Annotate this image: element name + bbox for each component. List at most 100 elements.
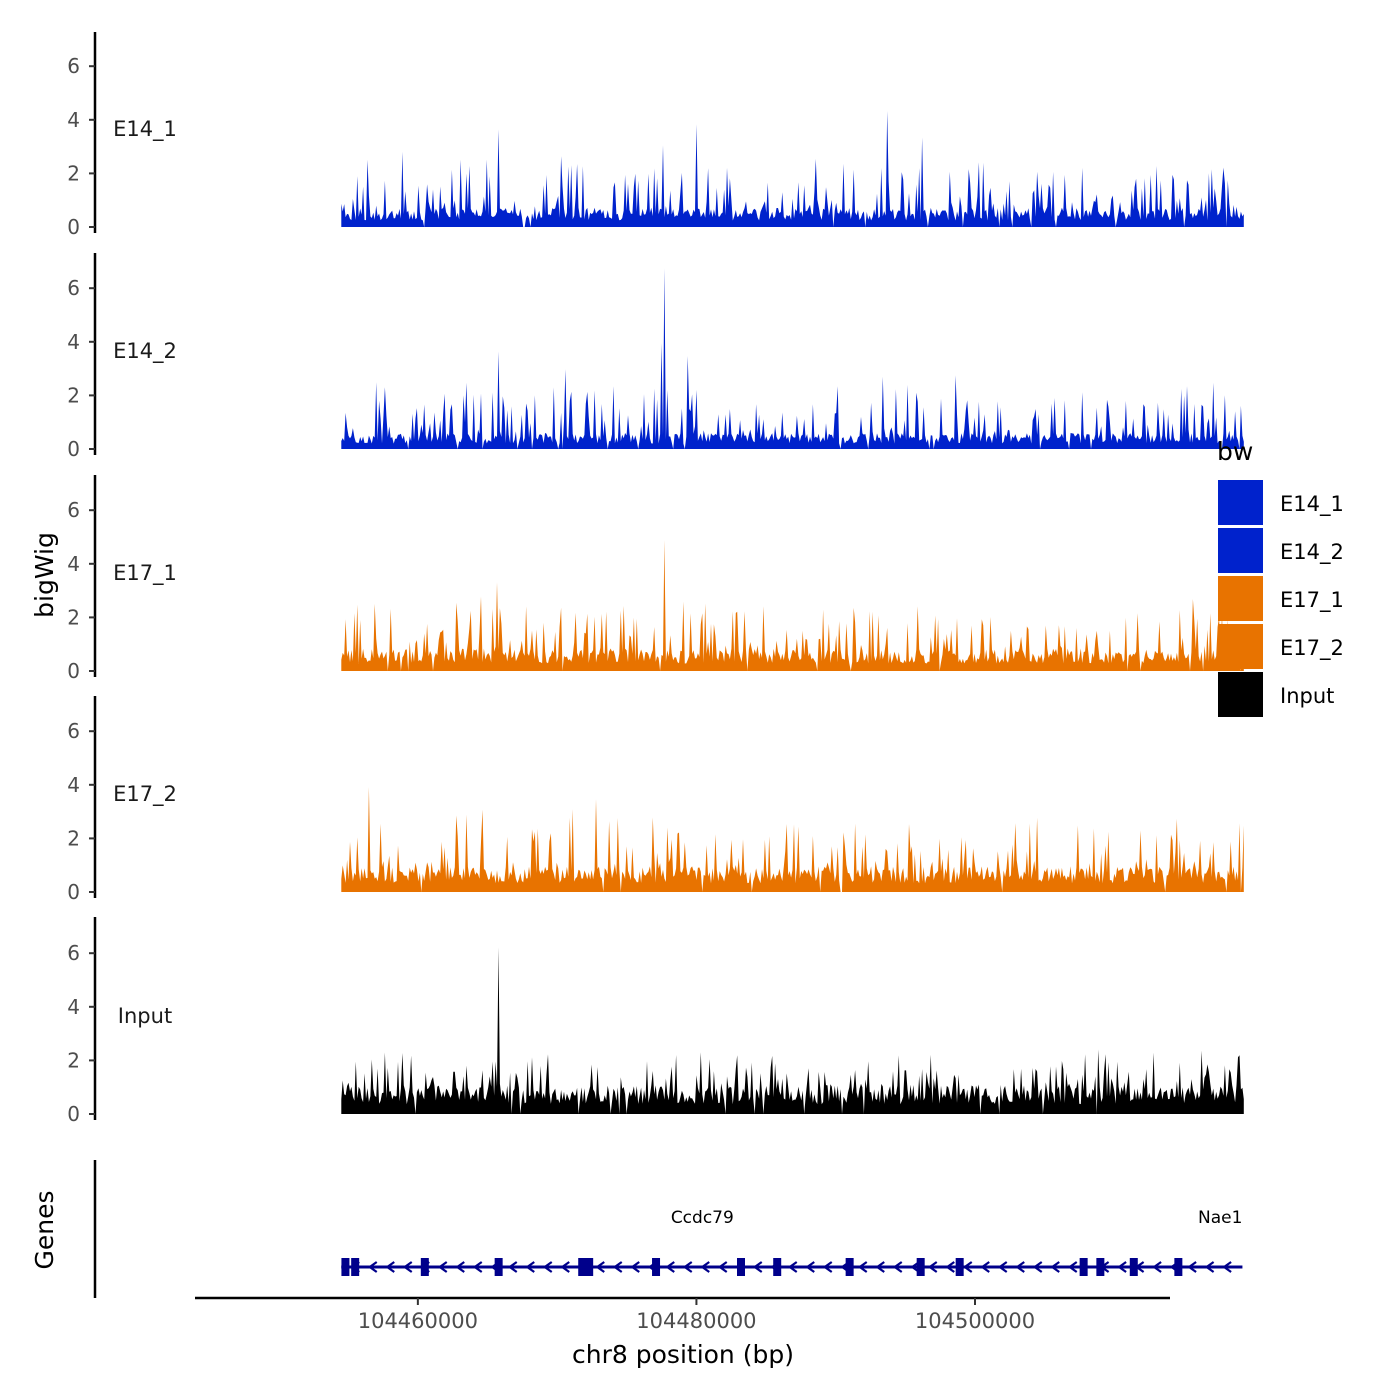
- strand-arrow: [980, 1261, 990, 1273]
- strand-arrow: [665, 1261, 675, 1273]
- y-tick-label: 6: [67, 54, 80, 78]
- strand-arrow: [1032, 1261, 1043, 1273]
- strand-arrow: [875, 1261, 885, 1273]
- y-tick-label: 6: [67, 719, 80, 743]
- x-axis-title: chr8 position (bp): [572, 1340, 794, 1369]
- y-tick-label: 2: [67, 161, 80, 185]
- y-tick-label: 6: [67, 498, 80, 522]
- strand-arrow: [857, 1261, 868, 1273]
- strand-arrow: [455, 1261, 465, 1273]
- y-tick-label: 0: [67, 880, 80, 904]
- exon: [1096, 1258, 1105, 1276]
- exon: [420, 1258, 429, 1276]
- track-label: E14_1: [113, 117, 177, 142]
- exon: [494, 1258, 503, 1276]
- strand-arrow: [962, 1261, 973, 1273]
- strand-arrow: [542, 1261, 553, 1273]
- exon: [652, 1258, 661, 1276]
- y-axis-title: bigWig: [30, 532, 59, 618]
- y-tick-label: 4: [67, 995, 80, 1019]
- strand-arrow: [1117, 1261, 1127, 1273]
- exon: [1129, 1258, 1138, 1276]
- strand-arrow: [1187, 1261, 1197, 1273]
- signal-area-input: [341, 947, 1244, 1114]
- strand-arrow: [682, 1261, 693, 1273]
- track-e17-2: 0 2 4 6 E17_2: [67, 696, 1244, 904]
- exon: [955, 1258, 964, 1276]
- track-label: E14_2: [113, 339, 177, 364]
- exon: [845, 1258, 854, 1276]
- exon: [578, 1258, 587, 1276]
- legend-swatch-e17-1: [1218, 576, 1263, 621]
- strand-arrow: [892, 1261, 903, 1273]
- genes-panel: Ccdc79 Nae1: [93, 1160, 1243, 1298]
- strand-arrow: [1015, 1261, 1025, 1273]
- legend-label: E14_2: [1280, 540, 1344, 565]
- y-tick-label: 2: [67, 605, 80, 629]
- legend-title: bw: [1217, 437, 1253, 466]
- y-tick-label: 4: [67, 552, 80, 576]
- strand-arrow: [630, 1261, 640, 1273]
- strand-arrow: [717, 1261, 728, 1273]
- track-e17-1: 0 2 4 6 E17_1: [67, 475, 1244, 683]
- gene-label: Nae1: [1198, 1208, 1242, 1228]
- y-tick-label: 6: [67, 941, 80, 965]
- y-tick-label: 6: [67, 276, 80, 300]
- strand-arrow: [367, 1261, 378, 1273]
- strand-arrow: [700, 1261, 710, 1273]
- strand-arrow: [1152, 1261, 1162, 1273]
- y-tick-label: 0: [67, 659, 80, 683]
- track-label: E17_1: [113, 561, 177, 586]
- y-tick-label: 0: [67, 215, 80, 239]
- strand-arrow: [437, 1261, 448, 1273]
- exon: [351, 1258, 360, 1276]
- signal-area-e17-1: [341, 540, 1244, 671]
- gene-label: Ccdc79: [671, 1208, 734, 1228]
- legend: bw E14_1 E14_2 E17_1 E17_2 Input: [1217, 437, 1344, 717]
- y-tick-label: 0: [67, 437, 80, 461]
- track-e14-1: 0 2 4 6 E14_1: [67, 32, 1244, 239]
- strand-arrow: [997, 1261, 1008, 1273]
- strand-arrow: [752, 1261, 763, 1273]
- y-tick-label: 4: [67, 773, 80, 797]
- strand-arrow: [385, 1261, 395, 1273]
- exon: [773, 1258, 782, 1276]
- strand-arrow: [472, 1261, 483, 1273]
- strand-arrow: [507, 1261, 518, 1273]
- genes-axis-title: Genes: [30, 1190, 59, 1269]
- legend-swatch-e17-2: [1218, 624, 1263, 669]
- strand-arrow: [945, 1261, 955, 1273]
- y-tick-label: 4: [67, 108, 80, 132]
- track-e14-2: 0 2 4 6 E14_2: [67, 253, 1244, 461]
- legend-label: E17_1: [1280, 588, 1344, 613]
- legend-label: E14_1: [1280, 492, 1344, 517]
- exon: [1174, 1258, 1183, 1276]
- track-input: 0 2 4 6 Input: [67, 917, 1244, 1126]
- y-tick-label: 2: [67, 1048, 80, 1072]
- legend-label: Input: [1280, 684, 1334, 708]
- legend-label: E17_2: [1280, 636, 1344, 661]
- exon: [916, 1258, 925, 1276]
- x-tick-label: 104500000: [915, 1309, 1035, 1333]
- signal-area-e17-2: [341, 787, 1244, 892]
- exon: [341, 1258, 350, 1276]
- x-axis: 104460000 104480000 104500000: [195, 1296, 1170, 1333]
- y-tick-label: 2: [67, 383, 80, 407]
- exon: [737, 1258, 745, 1276]
- track-label: E17_2: [113, 782, 177, 807]
- strand-arrow: [612, 1261, 623, 1273]
- gene-ccdc79: Ccdc79: [341, 1208, 1094, 1276]
- legend-swatch-input: [1218, 672, 1263, 717]
- strand-arrow: [927, 1261, 938, 1273]
- strand-arrow: [1222, 1261, 1232, 1273]
- strand-arrow: [402, 1261, 413, 1273]
- exon: [585, 1258, 594, 1276]
- x-tick-label: 104480000: [636, 1309, 756, 1333]
- strand-arrow: [525, 1261, 535, 1273]
- strand-arrow: [1050, 1261, 1060, 1273]
- x-tick-label: 104460000: [358, 1309, 478, 1333]
- legend-swatch-e14-2: [1218, 528, 1263, 573]
- signal-area-e14-1: [341, 111, 1244, 227]
- strand-arrow: [595, 1261, 605, 1273]
